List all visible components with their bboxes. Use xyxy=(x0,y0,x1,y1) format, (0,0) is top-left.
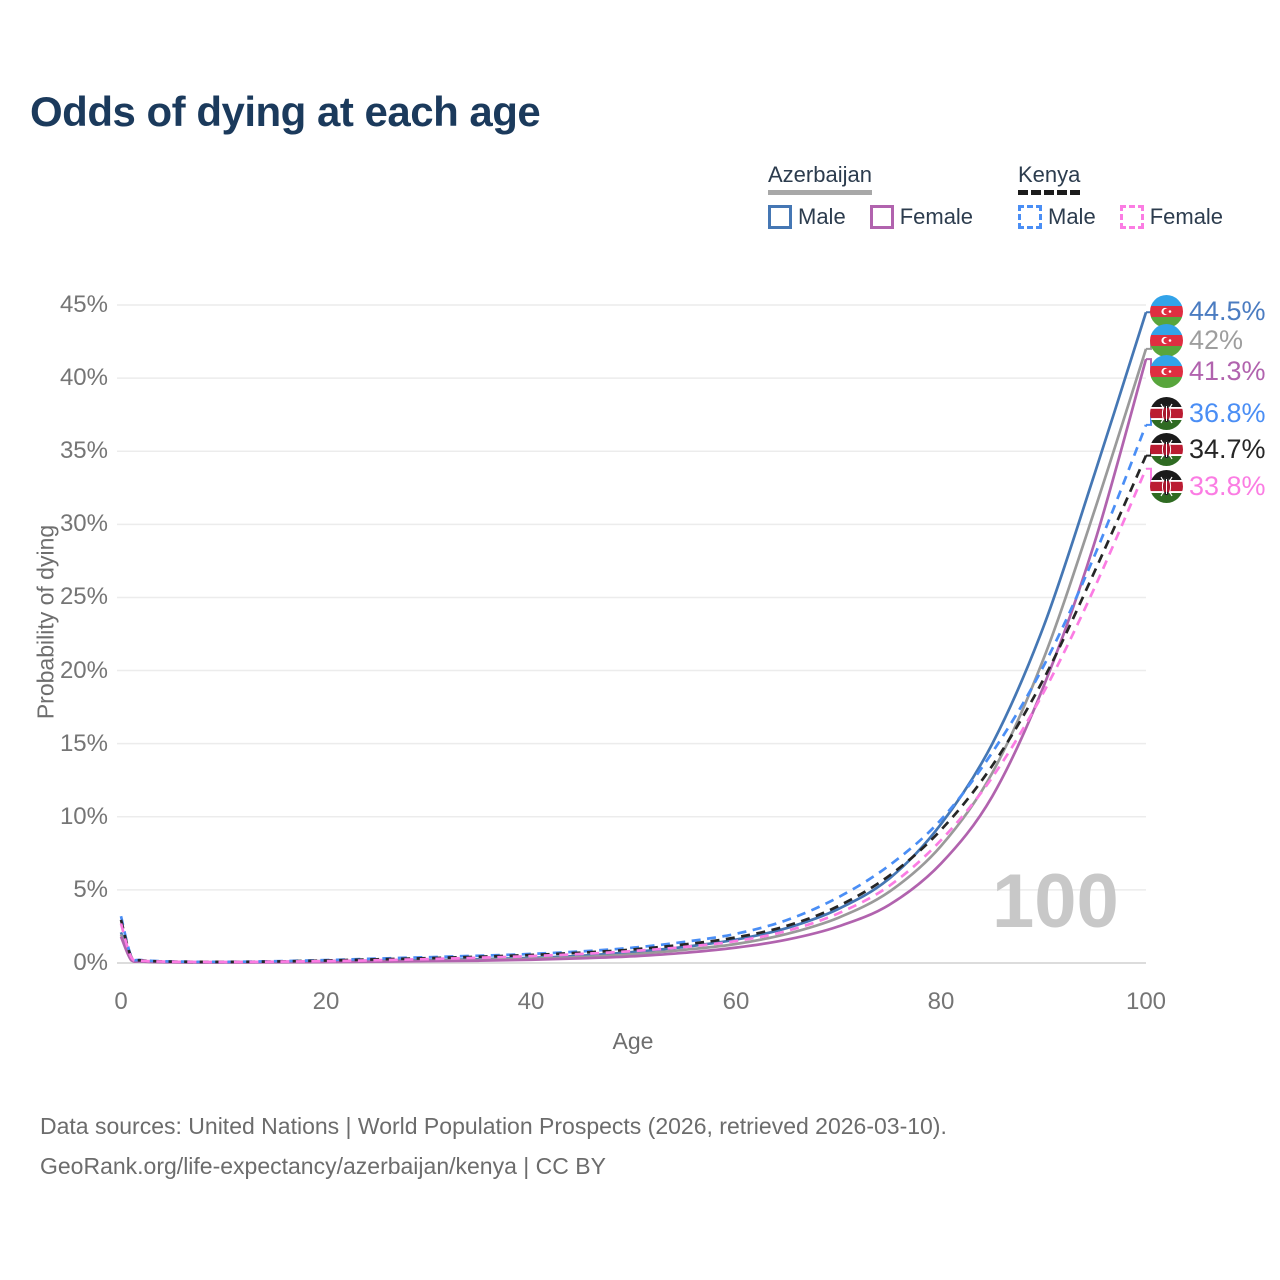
x-tick-label: 60 xyxy=(722,988,750,1015)
y-tick-label: 40% xyxy=(59,364,108,392)
end-label-azerbaijan-both: 42% xyxy=(1150,324,1243,357)
legend-items-azerbaijan: Male Female xyxy=(768,204,973,230)
legend-item-azerbaijan-female[interactable]: Female xyxy=(869,204,974,230)
legend-item-label: Male xyxy=(1048,204,1096,230)
age-counter-watermark: 100 xyxy=(992,859,1119,944)
azerbaijan-flag-icon xyxy=(1150,355,1183,388)
kenya-male-swatch-icon xyxy=(1018,205,1042,230)
kenya-flag-icon xyxy=(1150,470,1183,503)
y-tick-label: 45% xyxy=(59,291,108,318)
end-label-azerbaijan-male: 44.5% xyxy=(1150,295,1266,328)
azerbaijan-female-swatch-icon xyxy=(869,205,894,230)
x-tick-label: 40 xyxy=(517,988,545,1015)
y-tick-label: 20% xyxy=(59,656,108,684)
x-tick-label: 0 xyxy=(114,988,128,1015)
end-label-kenya-female: 33.8% xyxy=(1150,470,1266,503)
legend-item-kenya-male[interactable]: Male xyxy=(1018,204,1096,230)
legend-country-kenya-label: Kenya xyxy=(1018,162,1081,196)
footer: Data sources: United Nations | World Pop… xyxy=(40,1106,947,1186)
kenya-flag-icon xyxy=(1150,397,1183,430)
x-tick-label: 20 xyxy=(312,988,340,1015)
x-axis-title: Age xyxy=(612,1028,654,1054)
y-tick-label: 15% xyxy=(59,729,108,757)
end-label-value: 41.3% xyxy=(1189,356,1266,386)
end-label-azerbaijan-female: 41.3% xyxy=(1150,355,1266,388)
kenya-flag-icon xyxy=(1150,433,1183,466)
legend-group-azerbaijan: Azerbaijan Male Female xyxy=(768,162,973,230)
x-tick-label: 100 xyxy=(1125,988,1167,1015)
legend-item-azerbaijan-male[interactable]: Male xyxy=(768,204,846,230)
y-tick-label: 25% xyxy=(59,583,108,611)
legend-item-label: Female xyxy=(1149,204,1224,230)
series-line-kenya-female[interactable] xyxy=(119,468,1148,964)
y-tick-label: 10% xyxy=(59,802,108,830)
end-label-value: 44.5% xyxy=(1189,296,1266,326)
data-sources-line: Data sources: United Nations | World Pop… xyxy=(40,1113,947,1139)
legend-items-kenya: Male Female xyxy=(1018,204,1223,230)
end-label-kenya-both: 34.7% xyxy=(1150,433,1266,466)
kenya-female-swatch-icon xyxy=(1119,205,1144,230)
end-label-value: 42% xyxy=(1189,325,1244,355)
legend-item-kenya-female[interactable]: Female xyxy=(1119,204,1224,230)
legend-country-azerbaijan-label: Azerbaijan xyxy=(768,162,872,196)
y-tick-label: 35% xyxy=(59,437,108,465)
legend-item-label: Female xyxy=(899,204,974,230)
end-label-value: 33.8% xyxy=(1189,471,1266,501)
azerbaijan-flag-icon xyxy=(1150,324,1183,357)
y-tick-label: 0% xyxy=(73,949,108,976)
legend-item-label: Male xyxy=(798,204,846,230)
azerbaijan-flag-icon xyxy=(1150,295,1183,328)
legend-group-kenya: Kenya Male Female xyxy=(1018,162,1223,230)
end-label-kenya-male: 36.8% xyxy=(1150,397,1266,430)
end-label-value: 34.7% xyxy=(1189,434,1266,464)
chart-title: Odds of dying at each age xyxy=(30,88,541,135)
attribution-line: GeoRank.org/life-expectancy/azerbaijan/k… xyxy=(40,1153,606,1179)
y-tick-label: 30% xyxy=(59,510,108,538)
y-tick-label: 5% xyxy=(73,875,108,903)
x-tick-label: 80 xyxy=(927,988,955,1015)
azerbaijan-male-swatch-icon xyxy=(768,205,792,230)
end-label-value: 36.8% xyxy=(1189,398,1266,428)
series-line-kenya-male[interactable] xyxy=(119,424,1148,964)
